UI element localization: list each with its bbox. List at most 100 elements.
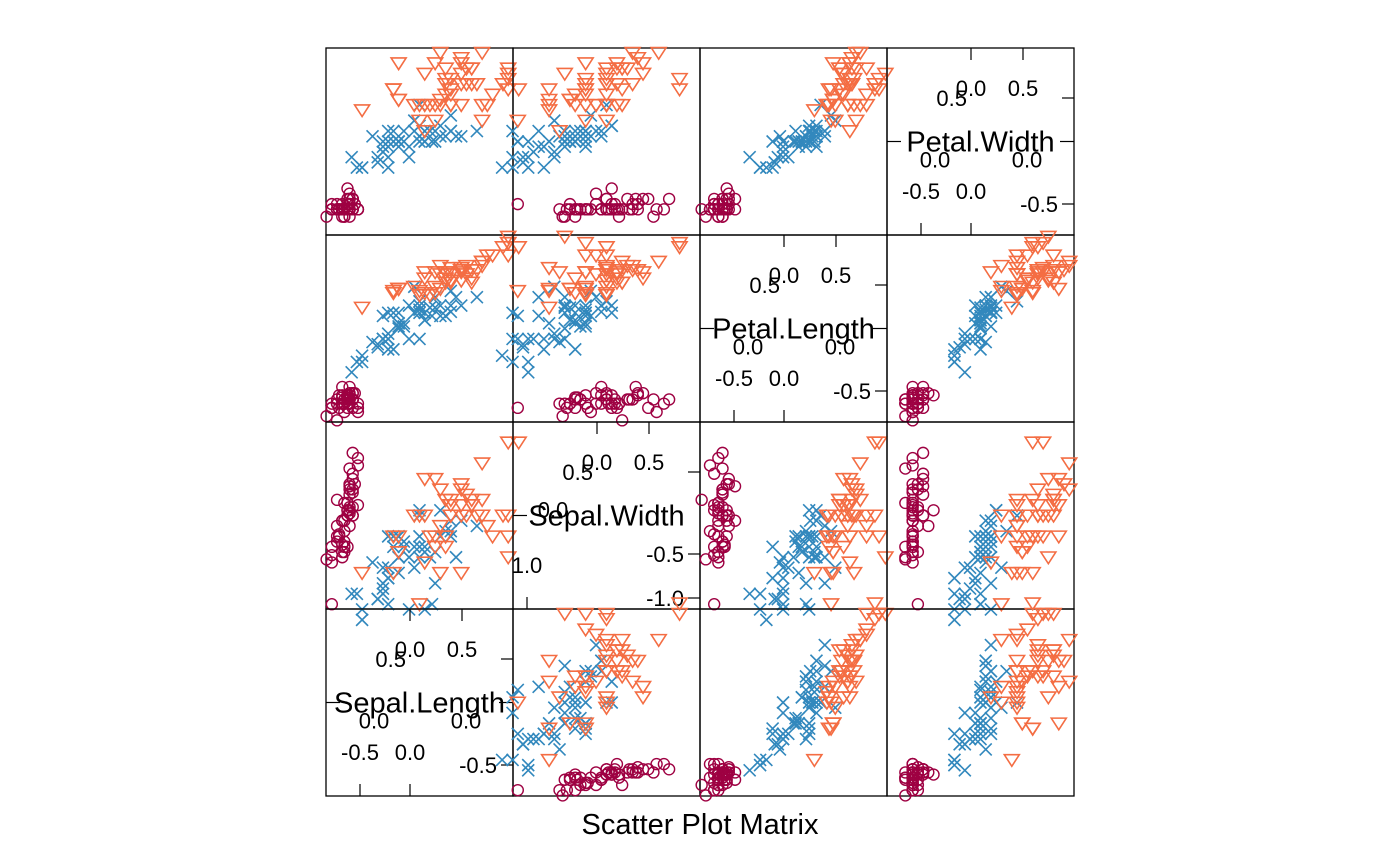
data-point-cross: [381, 161, 395, 175]
data-point-cross: [766, 540, 780, 554]
tick-label: -0.5: [833, 379, 871, 404]
data-point-circle: [330, 530, 344, 543]
data-point-triangle-down: [876, 551, 895, 566]
data-point-triangle-down: [452, 509, 471, 524]
data-point-cross: [809, 654, 824, 668]
data-point-triangle-down: [1008, 530, 1026, 545]
data-point-cross: [444, 298, 458, 313]
data-point-cross: [558, 706, 572, 720]
data-point-cross: [433, 129, 447, 143]
data-point-cross: [425, 597, 439, 611]
data-point-triangle-down: [634, 680, 652, 695]
data-point-cross: [579, 695, 593, 710]
data-point-triangle-down: [441, 88, 460, 103]
variable-label: Sepal.Width: [528, 501, 684, 533]
data-point-cross: [984, 576, 998, 590]
data-point-cross: [392, 134, 406, 149]
data-point-triangle-down: [555, 230, 574, 245]
data-point-cross: [402, 550, 416, 564]
data-point-cross: [563, 313, 577, 327]
data-point-triangle-down: [576, 266, 595, 280]
data-point-triangle-down: [613, 83, 632, 98]
data-point-triangle-down: [1044, 264, 1063, 278]
data-point-cross: [381, 571, 395, 585]
data-point-triangle-down: [1055, 478, 1073, 493]
data-point-triangle-down: [1013, 675, 1032, 690]
data-point-circle: [906, 763, 919, 776]
panel-sepal-length-vs-petal-width: [320, 46, 528, 236]
data-point-cross: [511, 683, 525, 697]
data-point-cross: [786, 716, 801, 730]
data-point-cross: [454, 129, 468, 143]
data-point-triangle-down: [865, 83, 884, 98]
panel-sepal-width-vs-petal-width: [495, 46, 701, 236]
data-point-triangle-down: [847, 488, 866, 503]
data-point-triangle-down: [509, 83, 528, 98]
tick-label: 0.5: [936, 86, 967, 111]
data-point-triangle-down: [1028, 483, 1047, 498]
data-point-triangle-down: [457, 259, 476, 274]
data-point-cross: [979, 529, 993, 543]
panel-sepal-width-vs-sepal-length: [495, 597, 701, 802]
data-point-circle: [560, 401, 574, 415]
data-point-triangle-down: [483, 530, 502, 545]
data-point-triangle-down: [607, 266, 626, 280]
data-point-triangle-down: [426, 530, 445, 545]
data-point-triangle-down: [405, 98, 424, 113]
data-point-triangle-down: [870, 72, 889, 87]
data-point-cross: [547, 114, 561, 128]
data-point-cross: [776, 727, 790, 741]
data-point-cross: [984, 664, 998, 678]
data-point-cross: [973, 695, 988, 710]
data-point-cross: [439, 309, 453, 323]
data-point-circle: [712, 451, 725, 465]
data-point-triangle-down: [457, 488, 476, 503]
data-point-cross: [558, 301, 572, 315]
data-point-cross: [355, 355, 369, 369]
data-point-cross: [526, 732, 541, 746]
data-point-cross: [979, 675, 993, 689]
data-point-circle: [563, 197, 577, 211]
data-point-circle: [629, 380, 642, 394]
data-point-triangle-down: [499, 530, 518, 545]
data-point-cross: [973, 529, 988, 543]
data-point-circle: [338, 514, 351, 527]
data-point-cross: [766, 571, 780, 585]
data-point-triangle-down: [426, 57, 445, 72]
panel-frame: [886, 608, 1075, 797]
data-point-triangle-down: [1039, 509, 1058, 524]
data-point-cross: [984, 540, 998, 554]
data-point-cross: [989, 306, 1003, 320]
data-point-triangle-down: [992, 530, 1011, 545]
tick-label: -0.5: [459, 753, 497, 778]
data-point-cross: [973, 545, 988, 559]
data-point-triangle-down: [540, 675, 559, 690]
data-point-triangle-down: [1008, 633, 1026, 648]
x-axis-title: Scatter Plot Matrix: [582, 809, 819, 841]
data-point-triangle-down: [473, 114, 492, 129]
data-point-cross: [743, 587, 757, 601]
tick-label: -0.5: [1020, 192, 1058, 217]
data-point-triangle-down: [478, 519, 497, 534]
data-point-triangle-down: [870, 530, 889, 545]
data-point-triangle-down: [561, 93, 579, 108]
data-point-triangle-down: [1008, 289, 1026, 303]
data-point-triangle-down: [1039, 274, 1058, 289]
data-point-cross: [579, 129, 593, 143]
data-point-circle: [563, 397, 577, 410]
data-point-cross: [759, 753, 773, 767]
data-point-triangle-down: [555, 67, 574, 82]
data-point-triangle-down: [847, 509, 866, 524]
data-point-triangle-down: [576, 72, 595, 87]
data-point-circle: [899, 462, 912, 475]
data-point-cross: [789, 529, 803, 543]
data-point-circle: [728, 480, 742, 493]
data-point-triangle-down: [613, 670, 632, 685]
data-point-triangle-down: [1013, 717, 1032, 732]
tick-label: 0.5: [447, 637, 478, 662]
data-point-triangle-down: [1034, 670, 1053, 685]
tick-label: 0.5: [562, 460, 593, 485]
data-point-cross: [505, 161, 520, 175]
data-point-cross: [579, 303, 593, 317]
